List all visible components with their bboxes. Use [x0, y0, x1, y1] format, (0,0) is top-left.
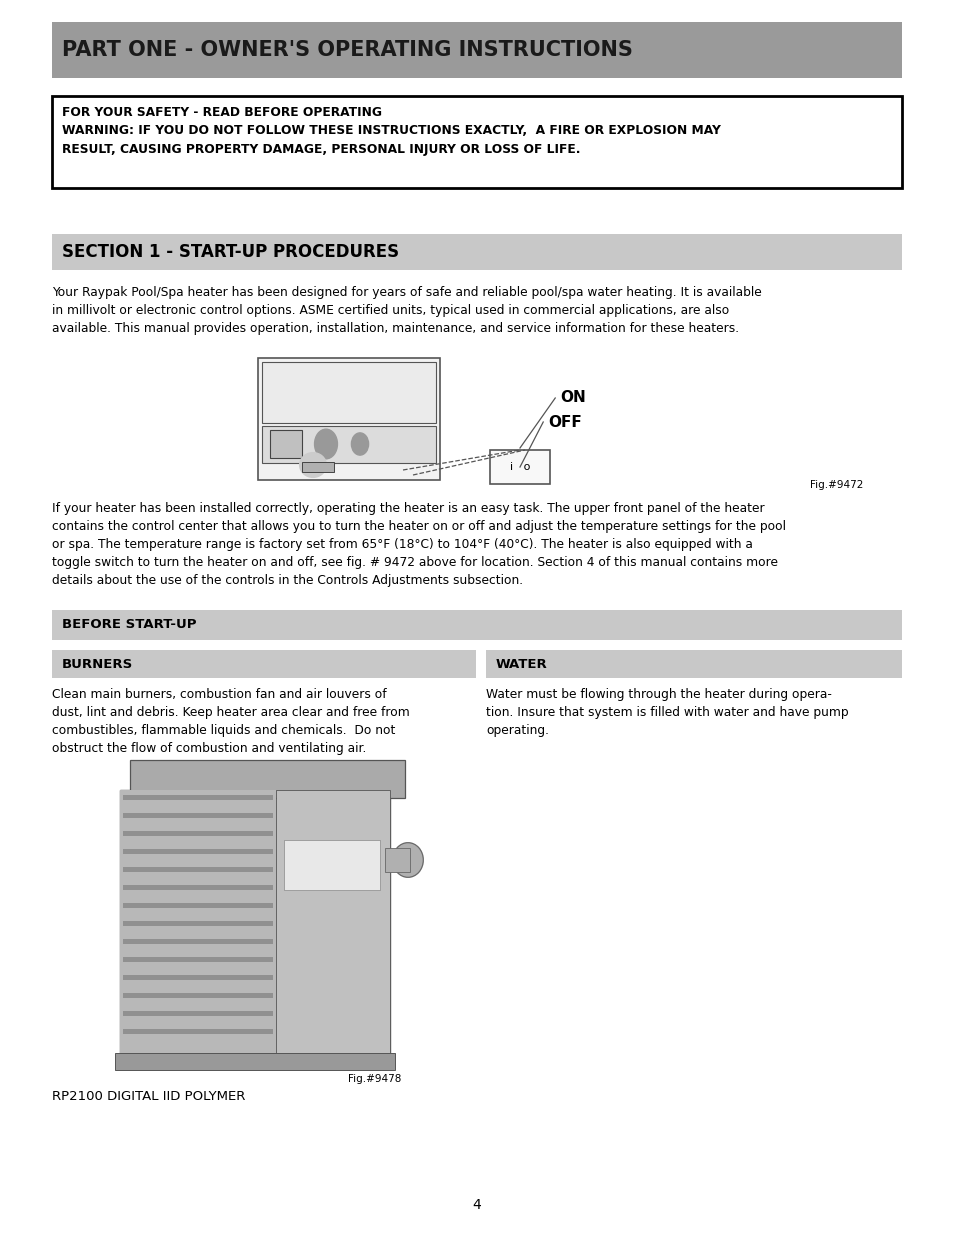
Text: i   o: i o	[509, 462, 530, 472]
Bar	[130, 760, 405, 798]
Text: Your Raypak Pool/Spa heater has been designed for years of safe and reliable poo: Your Raypak Pool/Spa heater has been des…	[52, 287, 760, 335]
Text: BEFORE START-UP: BEFORE START-UP	[62, 619, 196, 631]
Bar	[52, 96, 901, 188]
Bar	[123, 848, 273, 853]
Bar	[123, 1029, 273, 1034]
Bar	[302, 462, 334, 472]
Text: 4: 4	[472, 1198, 481, 1212]
Bar	[123, 885, 273, 890]
Bar	[123, 939, 273, 944]
Bar	[270, 430, 302, 458]
Text: If your heater has been installed correctly, operating the heater is an easy tas: If your heater has been installed correc…	[52, 501, 785, 587]
Bar	[123, 795, 273, 800]
Bar	[123, 813, 273, 818]
Bar	[485, 650, 901, 678]
Bar	[123, 831, 273, 836]
Bar	[123, 974, 273, 981]
Circle shape	[351, 433, 368, 456]
Bar	[115, 1053, 395, 1070]
Bar	[52, 22, 901, 78]
Bar	[385, 848, 410, 872]
Bar	[123, 867, 273, 872]
Bar	[120, 790, 275, 1055]
Text: FOR YOUR SAFETY - READ BEFORE OPERATING
WARNING: IF YOU DO NOT FOLLOW THESE INST: FOR YOUR SAFETY - READ BEFORE OPERATING …	[62, 106, 720, 156]
Bar	[490, 450, 550, 484]
Bar	[284, 840, 379, 890]
Text: Water must be flowing through the heater during opera-
tion. Insure that system : Water must be flowing through the heater…	[485, 688, 848, 737]
Bar	[52, 610, 901, 640]
Text: OFF: OFF	[547, 415, 581, 430]
Bar	[123, 921, 273, 926]
Text: WATER: WATER	[496, 657, 547, 671]
Bar	[120, 790, 390, 1065]
Ellipse shape	[393, 842, 423, 877]
Bar	[123, 903, 273, 908]
Bar	[262, 426, 436, 463]
Text: Fig.#9478: Fig.#9478	[348, 1074, 401, 1084]
Ellipse shape	[299, 453, 326, 478]
Bar	[262, 362, 436, 424]
Bar	[257, 358, 439, 480]
Text: RP2100 DIGITAL IID POLYMER: RP2100 DIGITAL IID POLYMER	[52, 1091, 245, 1103]
Bar	[52, 233, 901, 270]
Bar	[52, 650, 476, 678]
Bar	[123, 993, 273, 998]
Bar	[275, 790, 390, 1055]
Text: Clean main burners, combustion fan and air louvers of
dust, lint and debris. Kee: Clean main burners, combustion fan and a…	[52, 688, 410, 755]
Text: BURNERS: BURNERS	[62, 657, 133, 671]
Text: ON: ON	[559, 390, 585, 405]
Bar	[123, 957, 273, 962]
Text: PART ONE - OWNER'S OPERATING INSTRUCTIONS: PART ONE - OWNER'S OPERATING INSTRUCTION…	[62, 40, 632, 61]
Bar	[123, 1011, 273, 1016]
Text: SECTION 1 - START-UP PROCEDURES: SECTION 1 - START-UP PROCEDURES	[62, 243, 398, 261]
Circle shape	[314, 430, 337, 459]
Text: Fig.#9472: Fig.#9472	[809, 480, 862, 490]
